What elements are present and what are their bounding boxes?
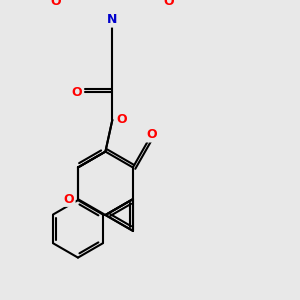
Text: O: O bbox=[116, 113, 127, 126]
Text: O: O bbox=[51, 0, 61, 8]
Text: O: O bbox=[164, 0, 174, 8]
Text: O: O bbox=[146, 128, 157, 141]
Text: O: O bbox=[64, 193, 74, 206]
Text: N: N bbox=[107, 13, 118, 26]
Text: O: O bbox=[71, 86, 82, 99]
